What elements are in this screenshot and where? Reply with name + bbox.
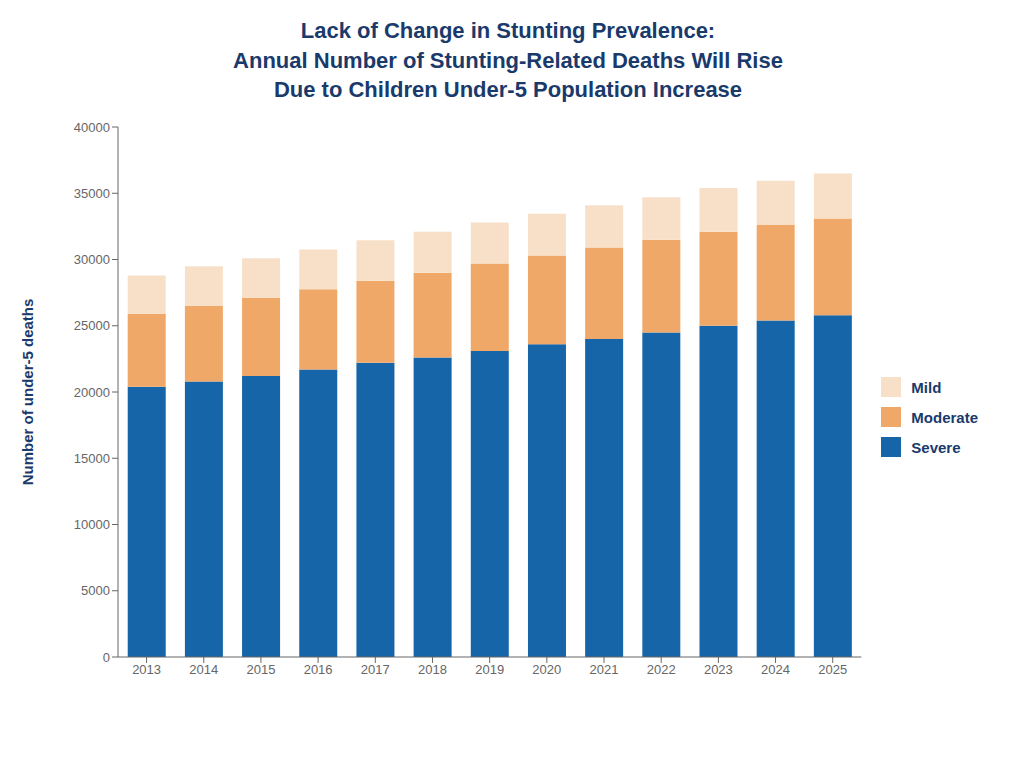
html-text:Severe: Severe <box>911 438 961 456</box>
svg-text:2022: 2022 <box>647 662 676 677</box>
svg-text:2015: 2015 <box>246 662 275 677</box>
html-text:Mild: Mild <box>911 378 942 396</box>
svg-text:30000: 30000 <box>74 252 110 267</box>
html-text:Annual Number of Stunting-Rela: Annual Number of Stunting-Related Deaths… <box>233 47 783 73</box>
svg-text:35000: 35000 <box>74 186 110 201</box>
svg-text:2021: 2021 <box>590 662 619 677</box>
svg-text:2024: 2024 <box>761 662 790 677</box>
svg-text:2016: 2016 <box>304 662 333 677</box>
svg-text:0: 0 <box>103 650 110 665</box>
svg-text:2025: 2025 <box>818 662 847 677</box>
svg-text:2023: 2023 <box>704 662 733 677</box>
svg-text:40000: 40000 <box>74 120 110 135</box>
html-text:Due to Children Under-5 Popula: Due to Children Under-5 Population Incre… <box>273 77 743 103</box>
svg-text:25000: 25000 <box>74 318 110 333</box>
svg-text:20000: 20000 <box>74 385 110 400</box>
html-text:Lack of Change in Stunting Pre: Lack of Change in Stunting Prevalence: <box>300 18 716 43</box>
html-text:Moderate: Moderate <box>911 408 978 426</box>
svg-text:2013: 2013 <box>132 662 161 677</box>
svg-text:15000: 15000 <box>74 451 110 466</box>
svg-text:2017: 2017 <box>361 662 390 677</box>
svg-text:2018: 2018 <box>418 662 447 677</box>
svg-text:Number of under-5 deaths: Number of under-5 deaths <box>19 299 36 486</box>
svg-text:5000: 5000 <box>81 583 110 598</box>
svg-text:2020: 2020 <box>532 662 561 677</box>
svg-text:2014: 2014 <box>189 662 218 677</box>
svg-text:10000: 10000 <box>74 517 110 532</box>
svg-text:2019: 2019 <box>475 662 504 677</box>
